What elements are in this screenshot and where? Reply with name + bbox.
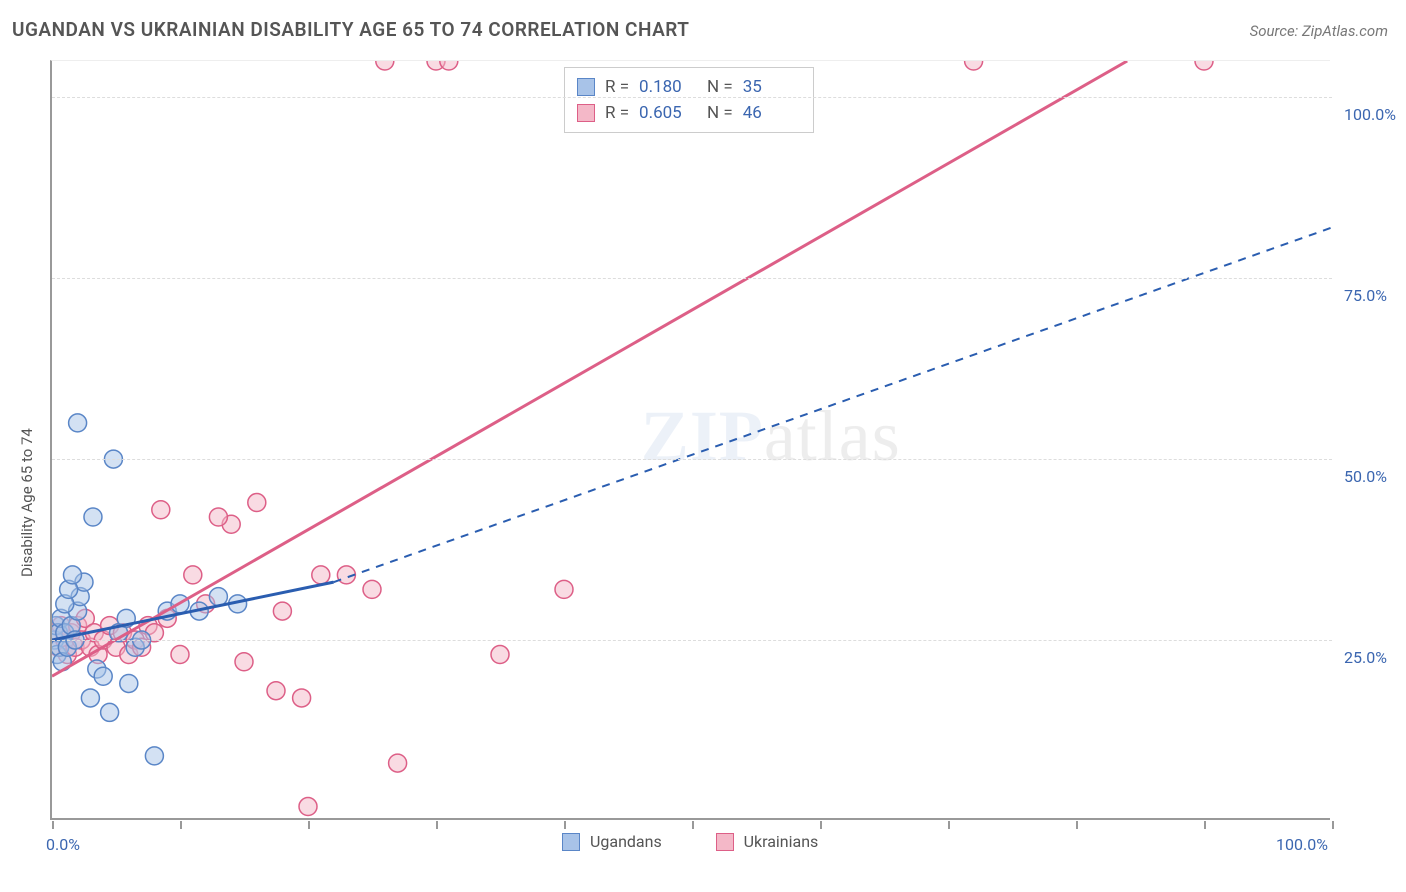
x-tick [692, 821, 694, 829]
x-tick [52, 821, 54, 829]
y-tick-label: 100.0% [1344, 105, 1396, 124]
x-tick [1332, 821, 1334, 829]
chart-title: UGANDAN VS UKRAINIAN DISABILITY AGE 65 T… [12, 18, 689, 41]
scatter-point [376, 61, 394, 70]
gridline-y [52, 459, 1332, 460]
scatter-point [248, 494, 266, 512]
legend-n-value: 35 [743, 77, 801, 97]
scatter-point [363, 580, 381, 598]
legend-row: R = 0.605 N = 46 [577, 100, 801, 126]
scatter-point [209, 588, 227, 606]
scatter-point [440, 61, 458, 70]
scatter-point [94, 667, 112, 685]
legend-swatch-icon [577, 78, 595, 96]
legend-swatch-icon [716, 833, 734, 851]
scatter-point [171, 646, 189, 664]
x-tick [436, 821, 438, 829]
scatter-point [1195, 61, 1213, 70]
x-tick [1076, 821, 1078, 829]
legend-swatch-icon [562, 833, 580, 851]
x-tick [180, 821, 182, 829]
regression-line [52, 61, 1127, 676]
x-tick [564, 821, 566, 829]
gridline-y [52, 97, 1332, 98]
legend-swatch-icon [577, 104, 595, 122]
chart-container: UGANDAN VS UKRAINIAN DISABILITY AGE 65 T… [0, 0, 1406, 892]
scatter-point [235, 653, 253, 671]
correlation-legend: R = 0.180 N = 35 R = 0.605 N = 46 [564, 67, 814, 133]
source-attribution: Source: ZipAtlas.com [1250, 22, 1388, 40]
y-tick-label: 75.0% [1344, 286, 1387, 305]
legend-r-value: 0.180 [639, 77, 697, 97]
scatter-point [184, 566, 202, 584]
scatter-point [63, 566, 81, 584]
scatter-point [69, 414, 87, 432]
scatter-point [267, 682, 285, 700]
legend-n-label: N = [707, 103, 733, 123]
scatter-point [101, 703, 119, 721]
scatter-point [299, 798, 317, 816]
scatter-point [491, 646, 509, 664]
legend-row: R = 0.180 N = 35 [577, 74, 801, 100]
x-tick [1204, 821, 1206, 829]
scatter-point [209, 508, 227, 526]
legend-series-label: Ukrainians [744, 832, 819, 851]
y-tick-label: 25.0% [1344, 648, 1387, 667]
legend-r-label: R = [605, 77, 629, 97]
scatter-point [120, 674, 138, 692]
x-tick-label: 0.0% [46, 835, 80, 854]
scatter-point [145, 747, 163, 765]
scatter-point [312, 566, 330, 584]
x-tick [948, 821, 950, 829]
legend-n-value: 46 [743, 103, 801, 123]
scatter-point [81, 689, 99, 707]
scatter-point [555, 580, 573, 598]
plot-svg [52, 61, 1332, 821]
x-tick [308, 821, 310, 829]
scatter-point [152, 501, 170, 519]
legend-r-value: 0.605 [639, 103, 697, 123]
series-legend-ukrainians: Ukrainians [716, 832, 819, 851]
y-axis-label: Disability Age 65 to 74 [18, 428, 36, 577]
x-tick-label: 100.0% [1276, 835, 1328, 854]
scatter-point [273, 602, 291, 620]
regression-line [334, 227, 1332, 582]
legend-r-label: R = [605, 103, 629, 123]
y-tick-label: 50.0% [1344, 467, 1387, 486]
gridline-y [52, 640, 1332, 641]
scatter-point [84, 508, 102, 526]
plot-area: ZIPatlas R = 0.180N =35R = 0.605N =46 25… [50, 60, 1330, 820]
gridline-y [52, 278, 1332, 279]
legend-n-label: N = [707, 77, 733, 97]
legend-series-label: Ugandans [590, 832, 662, 851]
scatter-point [389, 754, 407, 772]
scatter-point [293, 689, 311, 707]
series-legend-ugandans: Ugandans [562, 832, 662, 851]
scatter-point [965, 61, 983, 70]
x-tick [820, 821, 822, 829]
